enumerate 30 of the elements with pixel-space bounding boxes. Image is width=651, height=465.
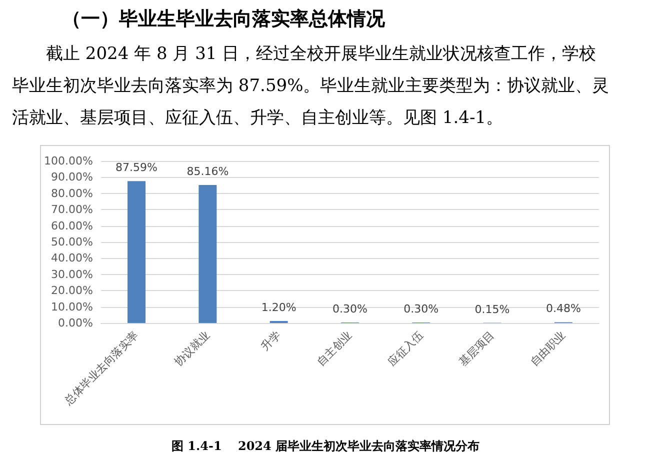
x-tick-label: 自主创业: [314, 328, 355, 369]
x-tick-label: 总体毕业去向落实率: [61, 328, 142, 408]
y-tick-label: 40.00%: [50, 252, 93, 265]
data-label: 0.48%: [546, 302, 581, 316]
y-tick-label: 20.00%: [50, 284, 93, 298]
data-label: 87.59%: [116, 161, 158, 174]
y-tick-label: 70.00%: [50, 203, 93, 216]
bar: [128, 181, 146, 323]
y-tick-label: 10.00%: [50, 300, 93, 314]
data-label: 0.30%: [332, 302, 368, 316]
y-tick-label: 100.00%: [44, 154, 93, 168]
y-tick-label: 50.00%: [50, 236, 93, 248]
y-tick-label: 0.00%: [58, 316, 93, 330]
x-tick-label: 应征入伍: [385, 328, 426, 369]
bar: [198, 185, 217, 323]
data-label: 0.15%: [474, 302, 510, 316]
y-tick-label: 60.00%: [50, 219, 93, 232]
x-tick-label: 协议就业: [172, 328, 212, 369]
data-label: 85.16%: [186, 165, 229, 178]
x-tick-label: 升学: [258, 328, 284, 354]
y-tick-label: 80.00%: [50, 186, 93, 200]
data-label: 0.30%: [404, 302, 439, 316]
data-label: 1.20%: [261, 301, 296, 314]
x-tick-label: 自由职业: [528, 328, 568, 369]
x-tick-label: 基层项目: [456, 328, 497, 369]
chart-title: （一）毕业生毕业去向落实率总体情况: [62, 7, 385, 32]
caption: 图 1.4-1 2024 届毕业生初次毕业去向落实率情况分布: [170, 438, 481, 455]
y-tick-label: 30.00%: [50, 268, 93, 281]
chart-subtitle: 截止 2024 年 8 月 31 日，经过全校开展毕业生就业状况核查工作，学校毕业生初次毕业去向落实率为 87.59%。毕业生就业主要类型为：协议就业、灵活就业、基层项目、应征入伍、升学、自主创业等。见图 1.4-1。: [12, 43, 610, 130]
y-tick-label: 90.00%: [50, 170, 93, 184]
